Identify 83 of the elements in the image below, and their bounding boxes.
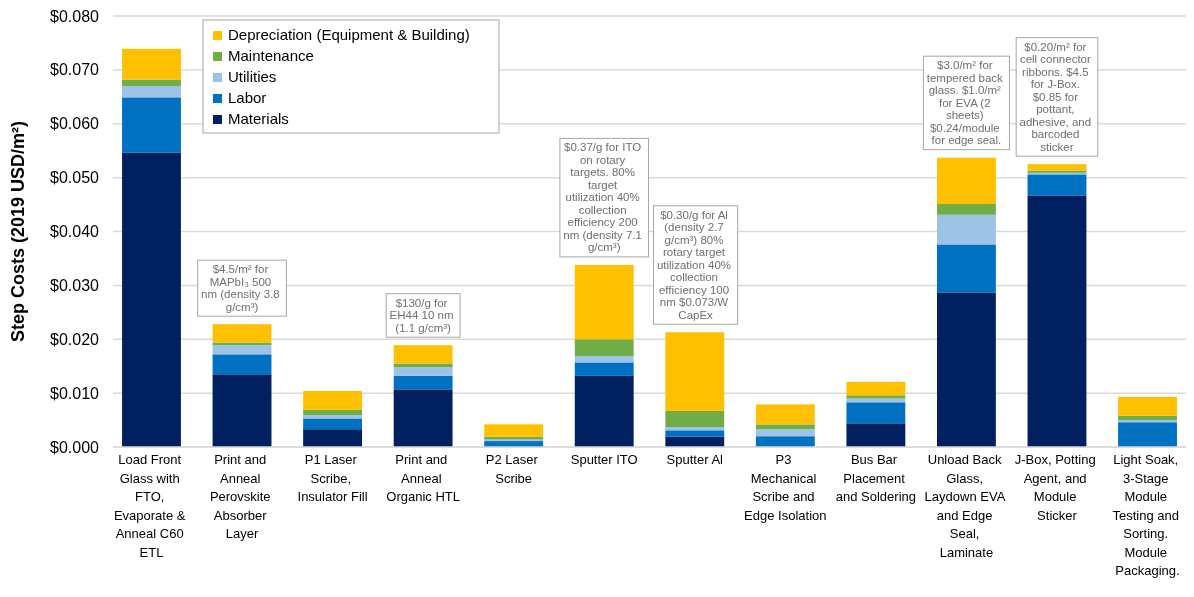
y-tick-label: $0.000 bbox=[50, 438, 100, 456]
bar bbox=[1118, 420, 1177, 423]
y-tick-label: $0.030 bbox=[50, 276, 100, 294]
bar bbox=[665, 427, 725, 431]
bar bbox=[846, 402, 906, 424]
bar bbox=[212, 324, 272, 343]
bar bbox=[574, 355, 634, 363]
x-tick-label: P2 Laser Scribe bbox=[485, 452, 542, 486]
bar bbox=[122, 97, 181, 153]
bar bbox=[303, 429, 363, 447]
legend-label: Materials bbox=[228, 110, 289, 127]
bar bbox=[574, 264, 634, 340]
annotation: $4.5/m² for MAPbI₃ 500 nm (density 3.8 g/cm³) bbox=[201, 263, 283, 313]
bar bbox=[1027, 174, 1087, 196]
bar bbox=[846, 395, 906, 399]
bar bbox=[936, 292, 996, 447]
bar bbox=[1027, 164, 1087, 171]
annotation: $130/g for EH44 10 nm (1.1 g/cm³) bbox=[389, 296, 457, 334]
y-tick-label: $0.060 bbox=[50, 115, 100, 133]
y-tick-label: $0.040 bbox=[50, 223, 100, 241]
bar bbox=[755, 436, 815, 447]
legend-label: Maintenance bbox=[228, 47, 314, 64]
bar bbox=[1027, 195, 1087, 447]
bar bbox=[393, 345, 453, 364]
y-tick-label: $0.070 bbox=[50, 61, 100, 79]
bar bbox=[393, 367, 453, 376]
y-tick-label: $0.010 bbox=[50, 384, 100, 402]
bar bbox=[122, 86, 181, 98]
text: $0.20/m² for cell connector ribbons. $4.5 for J-Box. $0.85 for pottant, adhesive, and barcoded sticker bbox=[1019, 40, 1092, 153]
x-tick-label: J-Box, Potting Agent, and Module Sticker bbox=[1014, 452, 1100, 523]
annotation: $3.0/m² for tempered back glass. $1.0/m² for EVA (2 sheets) $0.24/module for edge seal. bbox=[926, 59, 1007, 147]
bar bbox=[574, 375, 634, 447]
bar bbox=[665, 410, 725, 428]
bar bbox=[212, 342, 272, 346]
y-tick-label: $0.050 bbox=[50, 169, 100, 187]
bar bbox=[393, 375, 453, 390]
legend-label: Labor bbox=[228, 89, 267, 106]
y-tick-label: $0.020 bbox=[50, 330, 100, 348]
x-tick-label: P3 Mechanical Scribe and Edge Isolation bbox=[744, 452, 827, 523]
bar bbox=[665, 332, 725, 411]
x-tick-label: P1 Laser Scribe, Insulator Fill bbox=[297, 452, 368, 504]
legend-label: Depreciation (Equipment & Building) bbox=[228, 26, 470, 43]
x-tick-label: Print and Anneal Organic HTL bbox=[386, 452, 460, 504]
x-tick-label: Sputter Al bbox=[666, 452, 724, 467]
bar bbox=[1118, 422, 1177, 447]
bar bbox=[122, 79, 181, 87]
bar bbox=[574, 339, 634, 356]
bar bbox=[755, 424, 815, 430]
bar bbox=[393, 389, 453, 447]
y-axis-title: Step Costs (2019 USD/m²) bbox=[8, 120, 28, 343]
bar bbox=[303, 409, 363, 416]
x-tick-label: Bus Bar Placement and Soldering bbox=[835, 452, 916, 504]
bar bbox=[936, 157, 996, 205]
bar bbox=[1118, 396, 1177, 416]
bar bbox=[122, 48, 181, 80]
bar bbox=[303, 415, 363, 419]
bar bbox=[303, 418, 363, 430]
bar bbox=[1118, 415, 1177, 421]
bar bbox=[936, 204, 996, 215]
bar bbox=[755, 404, 815, 425]
bar bbox=[755, 429, 815, 437]
x-tick-label: Sputter ITO bbox=[570, 452, 638, 467]
x-tick-label: Unload Back Glass, Laydown EVA and Edge Seal, Laminate bbox=[924, 452, 1009, 560]
bar bbox=[936, 244, 996, 293]
bar bbox=[303, 390, 363, 410]
bar bbox=[846, 423, 906, 447]
y-tick-label: $0.080 bbox=[50, 7, 100, 25]
bar bbox=[665, 430, 725, 437]
bar bbox=[846, 381, 906, 396]
text: $0.30/g for Al (density 2.7 g/cm³) 80% rotary target utilization 40% collection efficiency 100 nm $0.073/W CapEx bbox=[656, 208, 732, 321]
x-tick-label: Light Soak, 3-Stage Module Testing and Sorting. Module Packaging. bbox=[1112, 452, 1183, 578]
bar bbox=[936, 214, 996, 245]
bar bbox=[574, 362, 634, 376]
legend-label: Utilities bbox=[228, 68, 277, 85]
bar bbox=[122, 152, 181, 447]
x-tick-label: Load Front Glass with FTO, Evaporate & Anneal C60 ETL bbox=[113, 452, 190, 560]
bar bbox=[393, 363, 453, 368]
text: $0.37/g for ITO on rotary targets. 80% target utilization 40% collection efficiency 200 nm (density 7.1 g/cm³) bbox=[563, 141, 642, 254]
bar bbox=[212, 354, 272, 375]
x-tick-label: Print and Anneal Perovskite Absorber Layer bbox=[209, 452, 275, 541]
bar bbox=[212, 345, 272, 355]
bar bbox=[484, 424, 544, 437]
bar bbox=[212, 374, 272, 447]
